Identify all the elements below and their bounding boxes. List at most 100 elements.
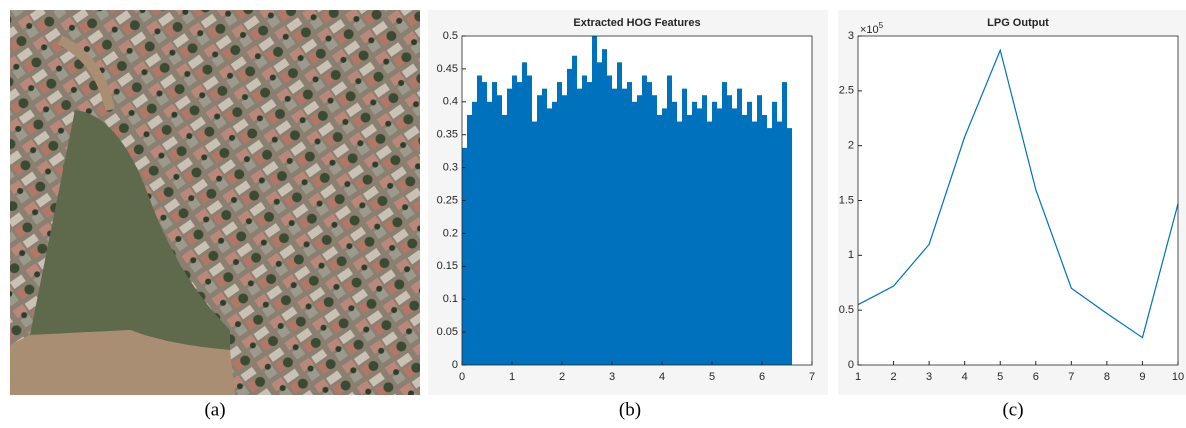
bar bbox=[462, 147, 467, 365]
x-tick-label: 7 bbox=[1068, 371, 1074, 383]
bar bbox=[657, 114, 662, 366]
y-scale-base: ×10 bbox=[860, 24, 879, 36]
x-tick-label: 1 bbox=[509, 371, 515, 383]
bar bbox=[597, 62, 602, 365]
y-tick-label: 2 bbox=[848, 140, 854, 152]
line bbox=[857, 48, 1179, 339]
bar bbox=[617, 62, 622, 365]
bar bbox=[542, 88, 547, 365]
y-tick-label: 0.4 bbox=[443, 96, 458, 108]
x-tick-label: 9 bbox=[1139, 371, 1145, 383]
y-tick-label: 3 bbox=[848, 30, 854, 42]
bar bbox=[532, 121, 537, 365]
chart-title: Extracted HOG Features bbox=[573, 17, 700, 29]
x-tick-label: 6 bbox=[1033, 371, 1039, 383]
bar bbox=[547, 108, 552, 365]
y-tick-label: 1 bbox=[848, 249, 854, 261]
chart-title: LPG Output bbox=[987, 17, 1049, 29]
bar bbox=[642, 75, 647, 365]
bar bbox=[777, 121, 782, 365]
x-tick-label: 10 bbox=[1172, 371, 1184, 383]
bar bbox=[757, 95, 762, 365]
x-tick-label: 4 bbox=[659, 371, 665, 383]
bar bbox=[767, 128, 772, 365]
x-tick-label: 1 bbox=[855, 371, 861, 383]
bar bbox=[697, 108, 702, 365]
x-tick-label: 5 bbox=[997, 371, 1003, 383]
bar bbox=[522, 62, 527, 365]
y-tick-label: 0.5 bbox=[839, 304, 854, 316]
x-tick-label: 0 bbox=[459, 371, 465, 383]
caption: (a) bbox=[204, 399, 225, 420]
bar bbox=[497, 95, 502, 365]
x-tick-label: 5 bbox=[709, 371, 715, 383]
bar bbox=[572, 55, 577, 366]
x-tick-label: 2 bbox=[890, 371, 896, 383]
bar bbox=[512, 75, 517, 365]
bar bbox=[632, 101, 637, 366]
bar bbox=[762, 114, 767, 366]
bar bbox=[732, 108, 737, 365]
bar bbox=[557, 82, 562, 365]
bar bbox=[562, 95, 567, 365]
bar bbox=[472, 101, 477, 366]
bar bbox=[507, 88, 512, 365]
bar bbox=[717, 108, 722, 365]
y-tick-label: 0.15 bbox=[437, 260, 458, 272]
bar bbox=[707, 121, 712, 365]
x-tick-label: 6 bbox=[759, 371, 765, 383]
bar bbox=[682, 88, 687, 365]
bar bbox=[477, 75, 482, 365]
y-tick-label: 0.05 bbox=[437, 326, 458, 338]
y-scale-label: ×105 bbox=[860, 21, 884, 36]
x-tick-label: 8 bbox=[1104, 371, 1110, 383]
y-tick-label: 0 bbox=[452, 359, 458, 371]
bar bbox=[667, 75, 672, 365]
bar bbox=[687, 114, 692, 366]
bar bbox=[567, 68, 572, 366]
bar bbox=[712, 101, 717, 366]
y-tick-label: 0.35 bbox=[437, 129, 458, 141]
bar bbox=[527, 75, 532, 365]
bar bbox=[742, 114, 747, 366]
bar bbox=[787, 128, 792, 365]
y-tick-label: 0.5 bbox=[443, 30, 458, 42]
bar bbox=[772, 101, 777, 366]
x-tick-label: 3 bbox=[926, 371, 932, 383]
bar bbox=[537, 95, 542, 365]
bar bbox=[552, 101, 557, 366]
y-tick-label: 2.5 bbox=[839, 85, 854, 97]
bar bbox=[517, 82, 522, 365]
aerial-image bbox=[10, 10, 420, 395]
bar bbox=[662, 108, 667, 365]
bar bbox=[622, 88, 627, 365]
bar bbox=[782, 82, 787, 365]
bar bbox=[692, 101, 697, 366]
bar bbox=[592, 36, 597, 365]
caption: (c) bbox=[1002, 399, 1023, 420]
bar bbox=[722, 82, 727, 365]
y-tick-label: 0.1 bbox=[443, 293, 458, 305]
bar bbox=[752, 121, 757, 365]
bar bbox=[482, 82, 487, 365]
bar bbox=[637, 95, 642, 365]
bar bbox=[487, 101, 492, 366]
y-scale-exponent: 5 bbox=[879, 21, 884, 30]
bar bbox=[737, 88, 742, 365]
bar bbox=[492, 82, 497, 365]
bar bbox=[652, 95, 657, 365]
bar bbox=[612, 88, 617, 365]
bar bbox=[647, 82, 652, 365]
bar bbox=[582, 75, 587, 365]
y-tick-label: 0.25 bbox=[437, 194, 458, 206]
bar bbox=[607, 75, 612, 365]
bar bbox=[587, 82, 592, 365]
bar bbox=[677, 121, 682, 365]
bar bbox=[727, 95, 732, 365]
x-tick-label: 7 bbox=[809, 371, 815, 383]
x-tick-label: 4 bbox=[962, 371, 968, 383]
plot-area bbox=[858, 36, 1178, 365]
bar bbox=[602, 49, 607, 365]
bar bbox=[577, 88, 582, 365]
